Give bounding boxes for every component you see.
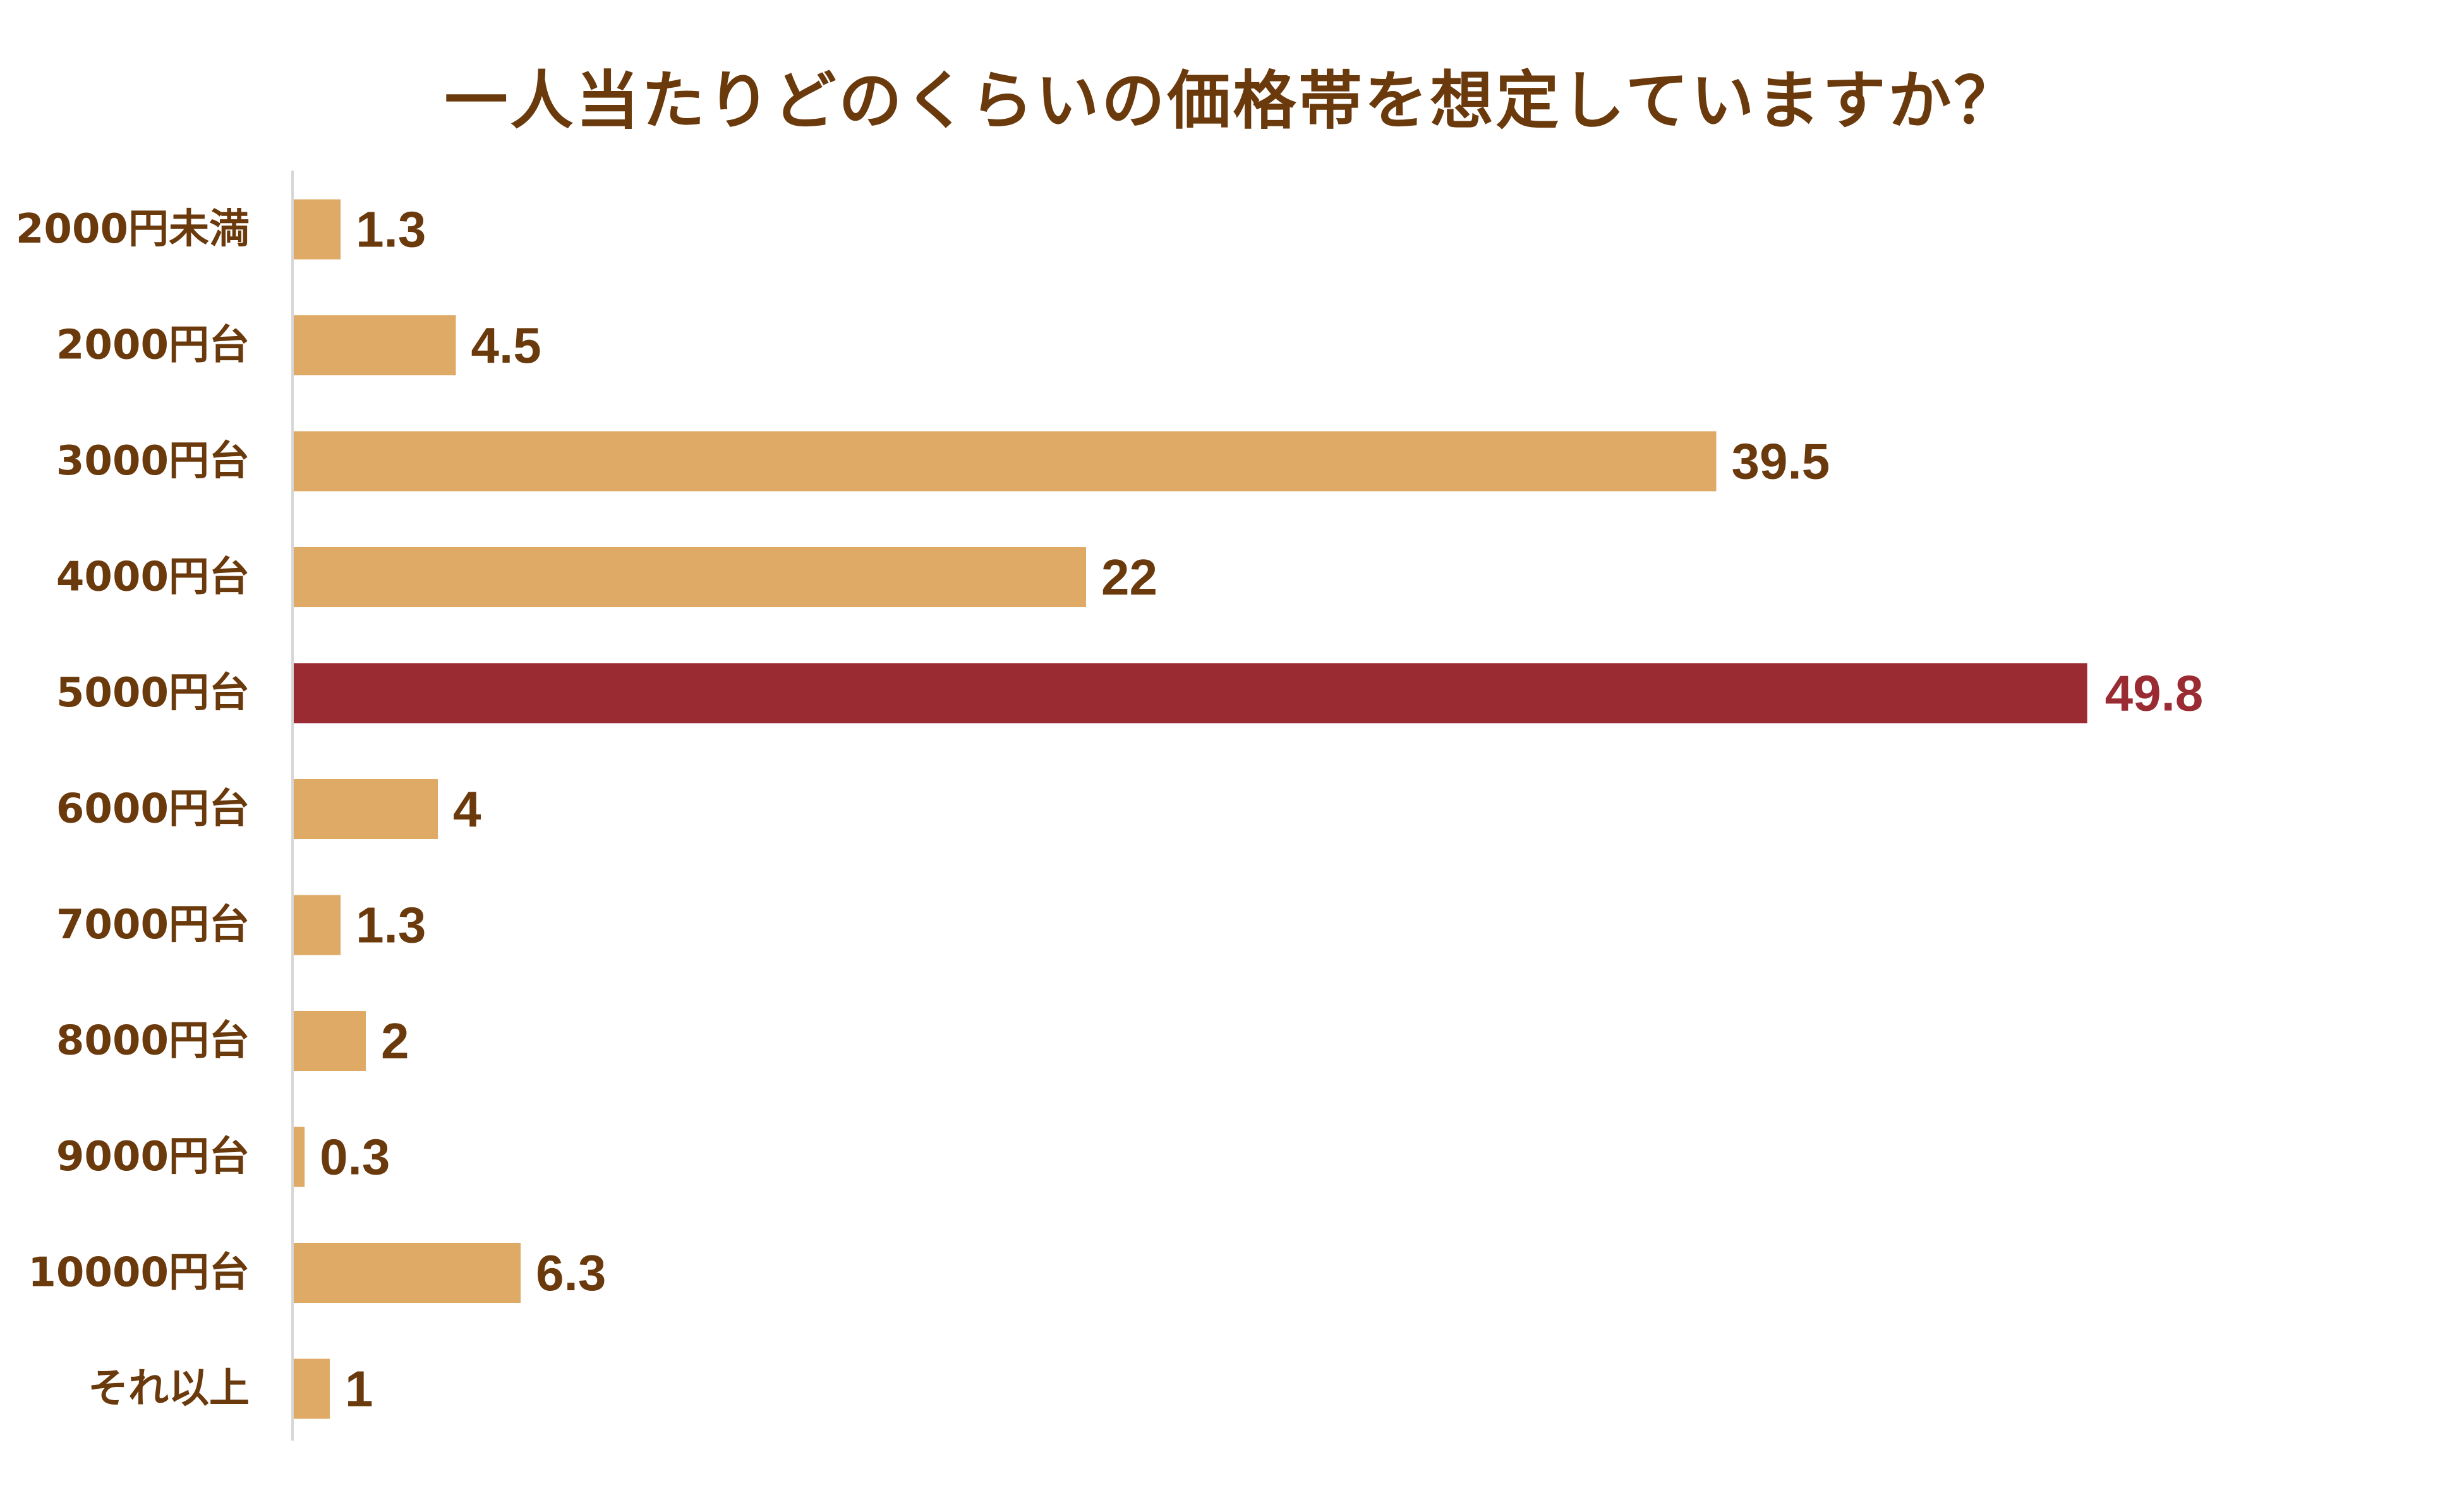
- bar: [294, 199, 341, 260]
- category-label: 2000円台: [56, 322, 250, 369]
- bar: [294, 895, 341, 955]
- category-label: 2000円未満: [16, 206, 250, 253]
- bar: [294, 779, 438, 839]
- bars-group: 2000円未満 1.3 2000円台 4.5 3000円台 39.5 4000円台 22 500…: [16, 199, 2204, 1419]
- bar-highlight: [294, 663, 2087, 723]
- category-label: 6000円台: [56, 786, 250, 833]
- bar: [294, 315, 456, 375]
- category-label: 10000円台: [28, 1250, 250, 1297]
- value-label: 1.3: [356, 897, 426, 953]
- value-label-highlight: 49.8: [2105, 665, 2204, 722]
- bar: [294, 1358, 330, 1419]
- value-label: 6.3: [536, 1245, 606, 1301]
- value-label: 4: [453, 781, 481, 837]
- bar: [294, 1011, 366, 1071]
- bar: [294, 547, 1086, 607]
- category-label: 4000円台: [56, 554, 250, 601]
- value-label: 1.3: [356, 202, 426, 258]
- category-label: 9000円台: [56, 1134, 250, 1180]
- bar: [294, 1127, 305, 1187]
- value-label: 39.5: [1732, 433, 1830, 490]
- category-label: 5000円台: [56, 670, 250, 717]
- category-label: 8000円台: [56, 1018, 250, 1065]
- value-label: 1: [345, 1361, 373, 1417]
- bar: [294, 431, 1717, 492]
- category-label: それ以上: [88, 1365, 250, 1412]
- category-label: 3000円台: [56, 438, 250, 485]
- value-label: 4.5: [471, 317, 541, 373]
- chart-title: 一人当たりどのくらいの価格帯を想定していますか？: [444, 64, 2020, 138]
- value-label: 0.3: [320, 1129, 390, 1185]
- category-label: 7000円台: [56, 902, 250, 948]
- value-label: 22: [1101, 549, 1157, 605]
- value-label: 2: [381, 1013, 409, 1069]
- bar: [294, 1243, 521, 1303]
